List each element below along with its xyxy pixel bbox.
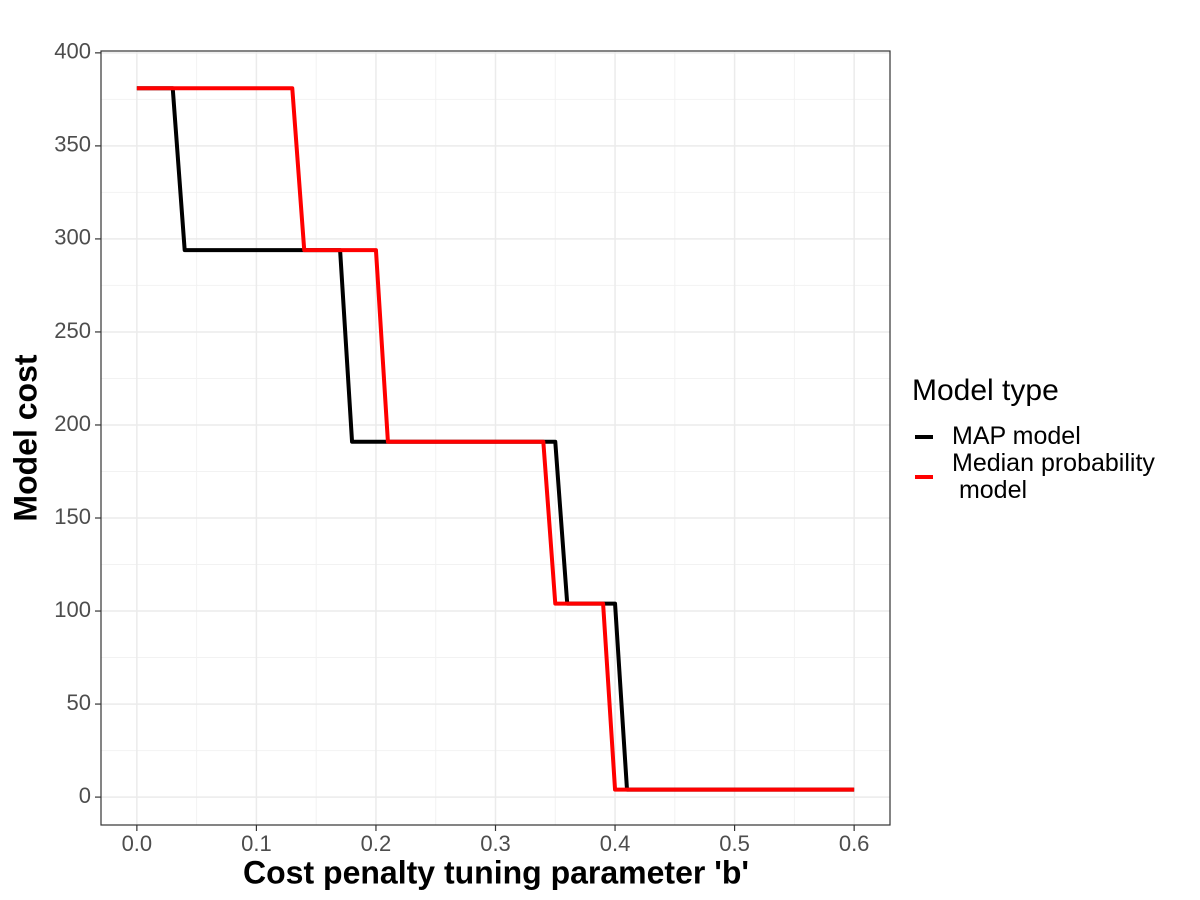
legend-label: MAP model: [952, 422, 1081, 450]
y-tick-label: 350: [54, 132, 91, 157]
x-axis-label: Cost penalty tuning parameter 'b': [243, 854, 749, 890]
y-tick-label: 400: [54, 39, 91, 64]
x-tick-label: 0.4: [600, 831, 631, 856]
y-tick-label: 50: [67, 690, 91, 715]
x-tick-label: 0.5: [719, 831, 750, 856]
y-axis-label: Model cost: [7, 354, 43, 521]
plot-border: [100, 50, 891, 826]
legend-title: Model type: [912, 374, 1059, 407]
line-series: [136, 86, 855, 792]
y-tick-label: 250: [54, 318, 91, 343]
legend-label: Median probability model: [952, 449, 1155, 504]
x-tick-label: 0.0: [122, 831, 153, 856]
y-tick-label: 200: [54, 411, 91, 436]
y-tick-label: 300: [54, 225, 91, 250]
x-tick-label: 0.6: [839, 831, 870, 856]
y-tick-label: 0: [79, 783, 91, 808]
x-tick-label: 0.3: [480, 831, 511, 856]
x-tick-label: 0.1: [241, 831, 272, 856]
y-tick-label: 100: [54, 597, 91, 622]
y-tick-label: 150: [54, 504, 91, 529]
x-tick-label: 0.2: [361, 831, 392, 856]
